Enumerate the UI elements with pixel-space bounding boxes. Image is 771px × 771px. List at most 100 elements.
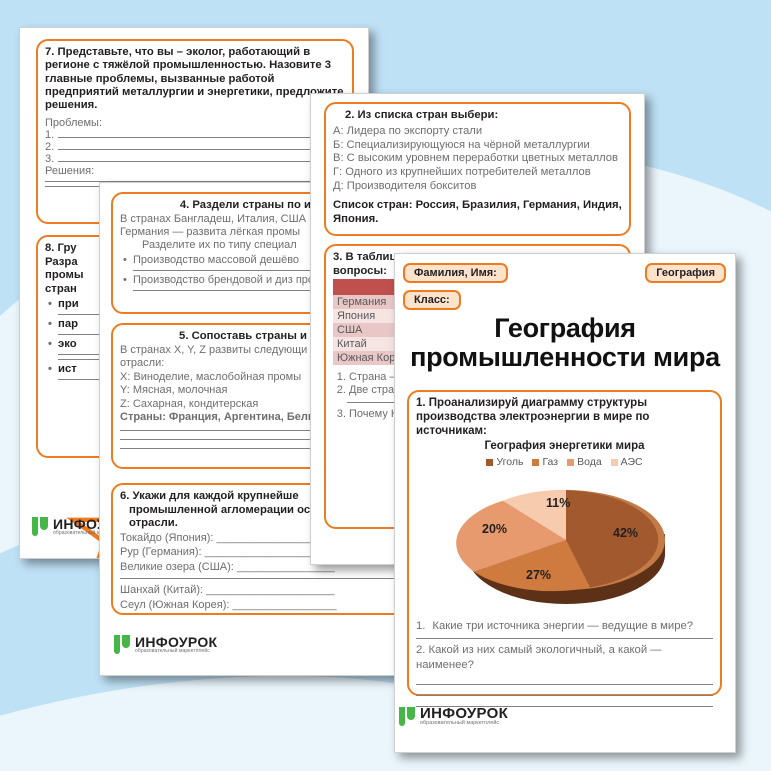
task-2-country-list: Список стран: Россия, Бразилия, Германия… [333, 199, 622, 225]
brand-name: ИНФОУРОК [420, 705, 509, 722]
legend-swatch-nuclear [610, 459, 618, 467]
task-7-blank-2[interactable] [58, 148, 345, 150]
task-8-bullet-label: при [58, 298, 79, 311]
task-1-question-1-number: 1. [416, 620, 426, 633]
task-1-blank-2[interactable] [416, 683, 713, 685]
chart-legend: Уголь Газ Вода АЭС [416, 456, 713, 468]
task-6-item[interactable]: Токайдо (Япония): ____________________ [120, 531, 339, 544]
infourok-logo-icon [399, 706, 416, 726]
pie-label-nuclear: 11% [546, 496, 571, 511]
task-1-blank-4[interactable] [416, 705, 713, 707]
page-title: География промышленности мира [395, 313, 735, 373]
brand-tagline: образовательный маркетплейс [420, 720, 500, 726]
task-8-title-line-4: стран [45, 282, 77, 295]
task-2-title: 2. Из списка стран выбери: [345, 109, 499, 121]
energy-pie-chart: География энергетики мира Уголь Газ Вода… [416, 440, 713, 620]
task-3-title-cont: вопросы: [333, 264, 387, 277]
task-4-bullet[interactable]: Производство брендовой и диз продукции [123, 273, 422, 291]
student-name-field[interactable]: Фамилия, Имя: [403, 263, 508, 283]
task-8-title-line-2: Разра [45, 255, 78, 268]
task-7-solution-blank-1[interactable] [45, 180, 345, 182]
task-5-blank-1[interactable] [120, 430, 422, 432]
task-4-blank[interactable] [133, 289, 422, 291]
task-8-title: 8. Гру Разра промы стран [45, 242, 345, 296]
task-6-blank[interactable] [120, 578, 422, 580]
pie-label-coal: 42% [613, 526, 639, 541]
task-1-question-1: Какие три источника энергии — ведущие в … [432, 620, 694, 633]
task-7-problems-label: Проблемы: [45, 116, 103, 129]
student-class-field[interactable]: Класс: [403, 290, 461, 310]
task-1-question-1-row: 1. Какие три источника энергии — ведущие… [416, 620, 713, 632]
pie-graphic: 42% 27% 20% 11% [416, 468, 713, 620]
legend-item-gas: Газ [532, 456, 558, 468]
legend-swatch-coal [486, 459, 494, 467]
task-4-bullet[interactable]: Производство массовой дешёво [123, 253, 422, 271]
task-6-item[interactable]: Сеул (Южная Корея): _________________ [120, 599, 337, 612]
task-5-line-z: Z: Сахарная, кондитерская [120, 397, 259, 410]
legend-label-coal: Уголь [496, 456, 524, 469]
task-7-title: 7. Представьте, что вы – эколог, работаю… [45, 46, 344, 112]
task-8-bullet-label: пар [58, 318, 79, 331]
task-5-blank-2[interactable] [120, 439, 422, 441]
task-1-blank-1[interactable] [416, 638, 713, 640]
task-6-title: 6. Укажи для каждой крупнейше промышленн… [120, 490, 422, 531]
task-6-item[interactable]: Шанхай (Китай): _____________________ [120, 584, 335, 597]
infourok-logo-icon [32, 517, 49, 536]
task-6-item[interactable]: Великие озера (США): ________________ [120, 561, 335, 574]
pie-label-water: 20% [482, 522, 508, 537]
legend-swatch-water [567, 459, 575, 467]
task-8-bullet-label: ист [58, 363, 77, 376]
brand-logo: ИНФОУРОК образовательный маркетплейс [114, 635, 217, 654]
task-4-intro-1: В странах Бангладеш, Италия, США [120, 213, 307, 225]
task-6-title-line-1: 6. Укажи для каждой крупнейше [120, 490, 299, 502]
chart-title: География энергетики мира [484, 440, 645, 453]
task-8-title-line-3: промы [45, 269, 84, 282]
task-5-countries: Страны: Франция, Аргентина, Бель [120, 411, 315, 424]
task-1-blank-3[interactable] [416, 694, 713, 696]
brand-tagline: образовательный маркетплейс [53, 530, 128, 536]
legend-label-gas: Газ [542, 456, 559, 469]
task-2-option-d: Д: Производителя бокситов [333, 179, 477, 192]
task-7-problem-row[interactable]: 3. [45, 153, 345, 165]
task-4-intro-2: Германия — развита лёгкая промы [120, 226, 301, 239]
task-7-blank-3[interactable] [58, 160, 345, 162]
task-4-blank[interactable] [133, 269, 422, 271]
task-5-blank-3[interactable] [120, 448, 422, 450]
task-4-bullet-label: Производство брендовой и диз продукции [133, 273, 350, 286]
legend-label-nuclear: АЭС [620, 456, 643, 469]
legend-label-water: Вода [577, 456, 602, 469]
task-5-line-y: Y: Мясная, молочная [120, 384, 228, 397]
task-7-num-2: 2. [45, 140, 55, 153]
task-2-option-v: В: С высоким уровнем переработки цветных… [333, 152, 618, 165]
page-title-line-2: промышленности мира [410, 342, 720, 373]
brand-name: ИНФОУРОК [135, 634, 218, 650]
task-2-option-b: Б: Специализирующуюся на чёрной металлур… [333, 138, 590, 151]
task-2-option-g: Г: Одного из крупнейших потребителей мет… [333, 165, 591, 178]
legend-swatch-gas [532, 459, 540, 467]
infourok-logo-icon [114, 635, 131, 654]
task-1-prompt: 1. Проанализируй диаграмму структуры про… [416, 397, 650, 437]
task-1-box[interactable]: 1. Проанализируй диаграмму структуры про… [407, 390, 722, 707]
legend-item-nuclear: АЭС [610, 456, 643, 469]
brand-logo: ИНФОУРОК образовательный маркетплейс [399, 706, 508, 726]
task-5-intro-2: отрасли: [120, 357, 165, 370]
task-7-problem-row[interactable]: 2. [45, 141, 345, 153]
task-4-intro-3: Разделите их по типу специал [142, 239, 297, 252]
task-6-item[interactable]: Рур (Германия): _____________________ [120, 546, 334, 559]
legend-item-coal: Уголь [486, 456, 523, 468]
task-4-bullet-label: Производство массовой дешёво [133, 253, 300, 266]
subject-badge: География [645, 263, 726, 283]
brand-tagline: образовательный маркетплейс [135, 648, 210, 654]
task-7-blank-1[interactable] [58, 136, 345, 138]
task-7-problem-row[interactable]: 1. [45, 129, 345, 141]
task-1-question-2: 2. Какой из них самый экологичный, а как… [416, 644, 662, 671]
task-7-solutions-label: Решения: [45, 164, 95, 177]
worksheet-page-front[interactable]: Фамилия, Имя: География Класс: География… [394, 253, 736, 753]
task-8-title-line-1: 8. Гру [45, 242, 77, 254]
task-7-num-3: 3. [45, 152, 55, 165]
page-title-line-1: География [494, 313, 636, 343]
task-8-bullet-label: эко [58, 338, 77, 351]
task-3-question: Страна – [349, 371, 622, 384]
task-2-box[interactable]: 2. Из списка стран выбери: А: Лидера по … [324, 102, 631, 236]
pie-label-gas: 27% [526, 568, 552, 583]
